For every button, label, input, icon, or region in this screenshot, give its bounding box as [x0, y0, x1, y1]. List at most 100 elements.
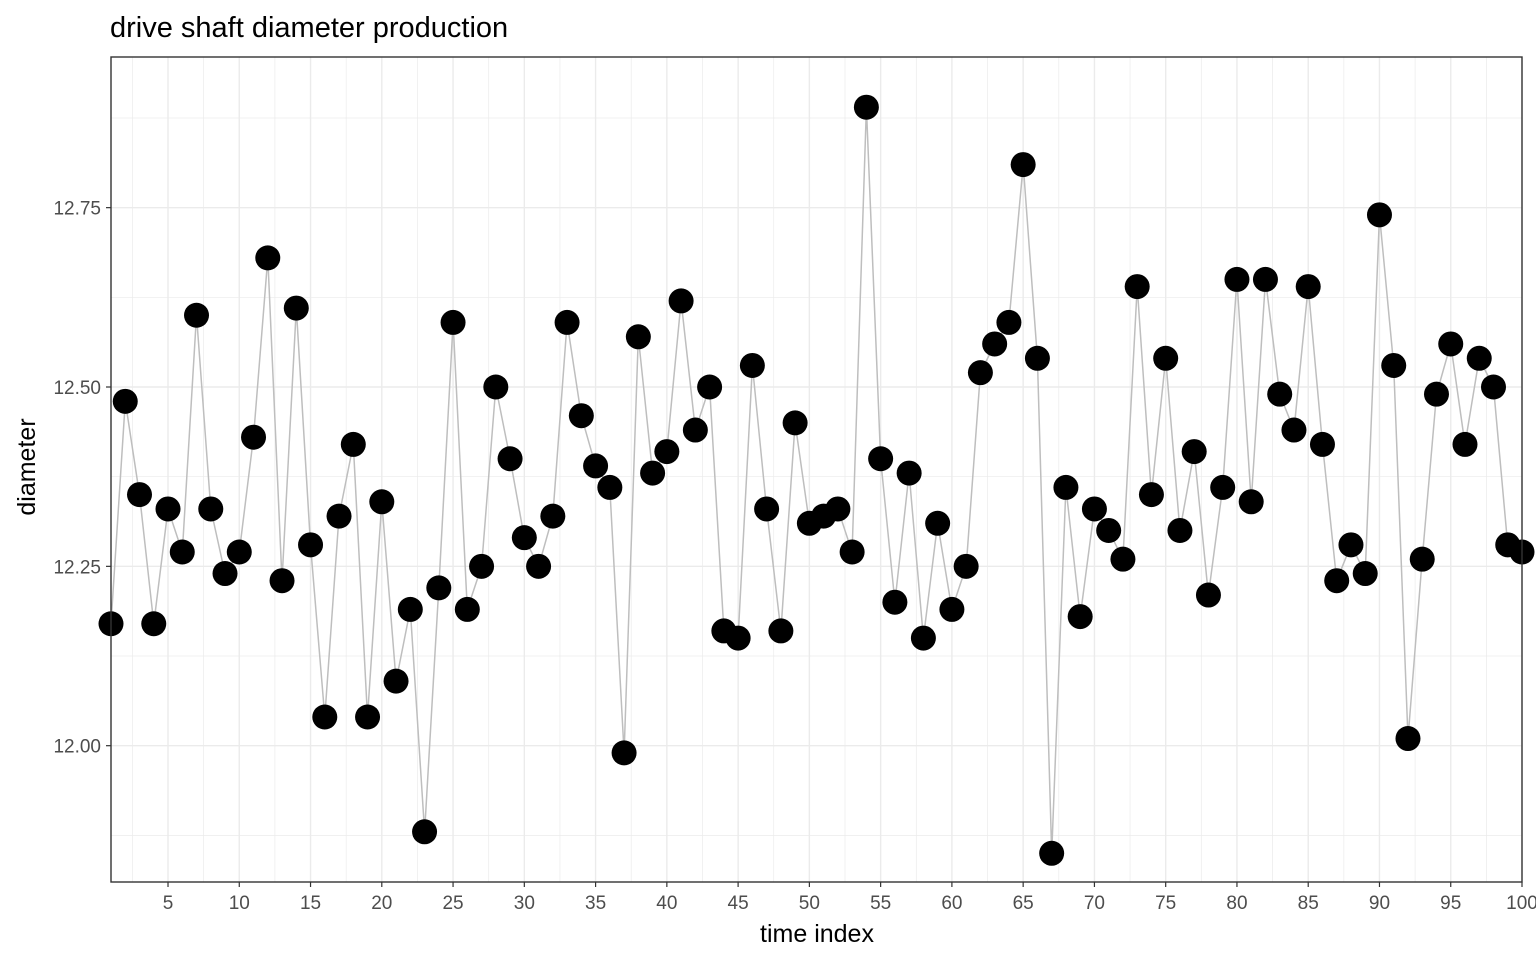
y-axis: 12.00 12.25 12.50 12.75 [53, 199, 111, 758]
data-point [255, 245, 281, 271]
data-point [825, 496, 851, 522]
data-point [782, 410, 808, 436]
data-point [625, 324, 651, 350]
data-point [497, 446, 523, 472]
x-tick-label: 90 [1369, 893, 1390, 914]
data-point [141, 611, 167, 637]
data-point [725, 625, 751, 651]
data-point [1309, 431, 1335, 457]
data-point [426, 575, 452, 601]
x-tick-label: 15 [300, 893, 321, 914]
data-point [1281, 417, 1307, 443]
data-point [298, 532, 324, 558]
x-tick-label: 95 [1440, 893, 1461, 914]
data-point [996, 309, 1022, 335]
data-point [1153, 345, 1179, 371]
data-point [312, 704, 338, 730]
data-point [853, 94, 879, 120]
data-point [355, 704, 381, 730]
data-point [1067, 604, 1093, 630]
data-point [454, 596, 480, 622]
data-point [1338, 532, 1364, 558]
y-tick-label: 12.75 [53, 199, 101, 220]
data-point [1452, 431, 1478, 457]
data-point [383, 668, 409, 694]
x-tick-label: 55 [870, 893, 891, 914]
y-axis-label: diameter [13, 418, 41, 515]
grid-lines [111, 57, 1523, 882]
data-point [597, 474, 623, 500]
data-point [682, 417, 708, 443]
data-point [198, 496, 224, 522]
x-axis: 5 10 15 20 25 30 35 40 45 50 55 60 65 70 75 80 85 90 95 100 [163, 882, 1536, 914]
data-point [896, 460, 922, 486]
data-point [1352, 561, 1378, 587]
data-point [340, 431, 366, 457]
x-tick-label: 25 [442, 893, 463, 914]
data-point [1295, 274, 1321, 300]
x-tick-label: 10 [229, 893, 250, 914]
data-point [1110, 546, 1136, 572]
data-point [1224, 266, 1250, 292]
data-point [1423, 381, 1449, 407]
x-tick-label: 35 [585, 893, 606, 914]
y-tick-label: 12.00 [53, 737, 101, 758]
data-point [1167, 517, 1193, 543]
x-tick-label: 60 [941, 893, 962, 914]
x-tick-label: 85 [1298, 893, 1319, 914]
data-point [568, 403, 594, 429]
data-point [654, 439, 680, 465]
x-tick-label: 5 [163, 893, 174, 914]
data-point [668, 288, 694, 314]
data-point [369, 489, 395, 515]
data-point [1096, 517, 1122, 543]
data-point [155, 496, 181, 522]
data-point [540, 503, 566, 529]
y-tick-label: 12.50 [53, 378, 101, 399]
data-point [953, 553, 979, 579]
data-point [1480, 374, 1506, 400]
connecting-line-layer [110, 107, 1523, 854]
x-tick-label: 100 [1506, 893, 1536, 914]
data-point [611, 740, 637, 766]
data-point [739, 352, 765, 378]
data-point [397, 596, 423, 622]
data-point [910, 625, 936, 651]
data-point [839, 539, 865, 565]
data-point [169, 539, 195, 565]
data-point [226, 539, 252, 565]
data-point [412, 819, 438, 845]
data-point [241, 424, 267, 450]
data-point [269, 568, 295, 594]
data-point [1466, 345, 1492, 371]
data-point [1438, 331, 1464, 357]
data-point [1024, 345, 1050, 371]
data-point [640, 460, 666, 486]
data-point [982, 331, 1008, 357]
data-point [967, 360, 993, 386]
x-tick-label: 20 [371, 893, 392, 914]
data-point [1238, 489, 1264, 515]
data-point [1366, 202, 1392, 228]
data-point [1010, 152, 1036, 178]
data-point [697, 374, 723, 400]
y-tick-label: 12.25 [53, 557, 101, 578]
data-point [1181, 439, 1207, 465]
data-point [1053, 474, 1079, 500]
chart-title: drive shaft diameter production [110, 12, 508, 44]
data-point [754, 496, 780, 522]
data-point [1395, 726, 1421, 752]
data-point [868, 446, 894, 472]
x-tick-label: 65 [1013, 893, 1034, 914]
x-tick-label: 45 [728, 893, 749, 914]
data-point [1195, 582, 1221, 608]
data-point [1124, 274, 1150, 300]
x-tick-label: 75 [1155, 893, 1176, 914]
data-point [554, 309, 580, 335]
data-point [882, 589, 908, 615]
data-point [1267, 381, 1293, 407]
data-point [184, 302, 210, 328]
data-point [1138, 482, 1164, 508]
